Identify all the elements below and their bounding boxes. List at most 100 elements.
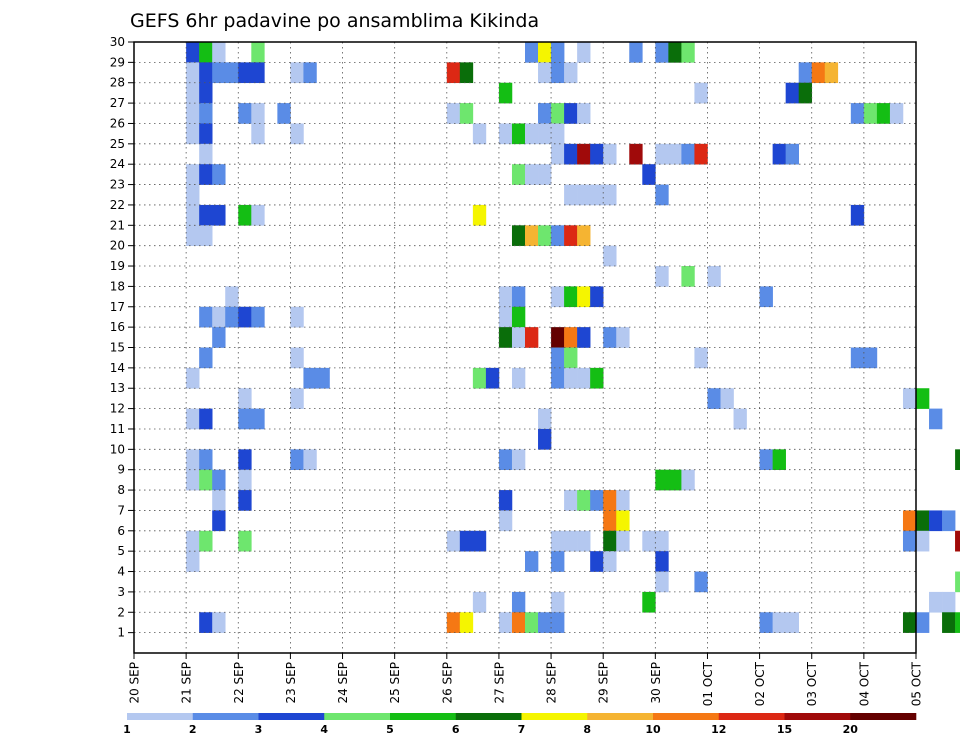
heatmap-cell <box>902 510 917 532</box>
heatmap-cell <box>655 266 669 287</box>
y-tick-label: 18 <box>110 279 125 293</box>
heatmap-cell <box>303 367 317 389</box>
y-tick-label: 7 <box>117 503 125 517</box>
heatmap-cell <box>538 42 552 63</box>
heatmap-cell <box>668 42 682 63</box>
heatmap-cell <box>668 469 682 491</box>
heatmap-cell <box>485 367 500 389</box>
heatmap-cell <box>472 123 487 145</box>
heatmap-cell <box>498 306 513 328</box>
heatmap-cell <box>759 286 773 308</box>
heatmap-cell <box>238 469 252 491</box>
heatmap-cell <box>538 164 552 185</box>
heatmap-cell <box>551 327 565 348</box>
y-tick-label: 13 <box>110 381 125 395</box>
colorbar-label: 20 <box>843 723 859 736</box>
heatmap-cell <box>902 530 917 552</box>
x-tick-label: 22 SEP <box>232 662 246 704</box>
heatmap-cell <box>525 164 539 185</box>
heatmap-cell <box>785 82 799 104</box>
heatmap-cell <box>538 225 552 246</box>
colorbar: 1 2 3 4 5 6 7 8 10 12 15 20 <box>123 713 917 736</box>
y-tick-label: 29 <box>110 55 125 69</box>
heatmap-cell <box>668 143 682 165</box>
heatmap-cell <box>577 42 591 63</box>
heatmap-cell <box>290 347 304 369</box>
colorbar-label: 10 <box>645 723 661 736</box>
heatmap-cell <box>603 245 617 267</box>
heatmap-cell <box>199 204 213 226</box>
heatmap-cell <box>290 123 304 145</box>
heatmap-cell <box>186 225 200 246</box>
heatmap-cell <box>511 591 526 613</box>
heatmap-cell <box>525 225 539 246</box>
heatmap-cell <box>824 62 839 84</box>
heatmap-cell <box>564 327 578 348</box>
heatmap-cell <box>472 367 487 389</box>
heatmap-cell <box>511 286 526 308</box>
heatmap-cell <box>603 510 617 532</box>
colorbar-swatch <box>718 713 785 720</box>
x-tick-label: 25 SEP <box>388 662 402 704</box>
heatmap-cell <box>772 143 786 165</box>
x-tick-label: 30 SEP <box>649 662 663 704</box>
y-tick-label: 12 <box>110 402 125 416</box>
heatmap-cell <box>785 612 799 633</box>
heatmap-cell <box>551 123 565 145</box>
heatmap-cell <box>785 143 799 165</box>
heatmap-cell <box>290 306 304 328</box>
heatmap-cell <box>603 143 617 165</box>
y-tick-label: 5 <box>117 544 125 558</box>
heatmap-cell <box>564 490 578 511</box>
x-tick-label: 23 SEP <box>284 662 298 704</box>
heatmap-cell <box>459 530 474 552</box>
heatmap-cell <box>538 123 552 145</box>
heatmap-cell <box>251 123 265 145</box>
x-tick-label: 29 SEP <box>597 662 611 704</box>
x-tick-label: 01 OCT <box>701 661 715 706</box>
heatmap-cell <box>798 62 813 84</box>
colorbar-swatch <box>653 713 720 720</box>
heatmap-cell <box>538 62 552 84</box>
y-tick-label: 1 <box>117 626 125 640</box>
heatmap-cell <box>459 103 474 124</box>
heatmap-cell <box>186 551 200 572</box>
y-tick-label: 24 <box>110 157 125 171</box>
heatmap-cell <box>290 449 304 470</box>
heatmap-cell <box>759 612 773 633</box>
heatmap-cell <box>916 388 930 409</box>
heatmap-cell <box>199 42 213 63</box>
heatmap-cell <box>902 388 917 409</box>
heatmap-cell <box>225 286 239 308</box>
colorbar-label: 8 <box>583 723 591 736</box>
heatmap-cell <box>603 490 617 511</box>
heatmap-cell <box>238 204 252 226</box>
y-tick-label: 9 <box>117 463 125 477</box>
heatmap-cell <box>525 327 539 348</box>
heatmap-cell <box>238 408 252 430</box>
y-tick-label: 4 <box>117 565 125 579</box>
y-tick-label: 10 <box>110 442 125 456</box>
heatmap-cell <box>238 103 252 124</box>
heatmap-cell <box>577 184 591 206</box>
heatmap-cell <box>603 530 617 552</box>
colorbar-swatch <box>521 713 588 720</box>
heatmap-cell <box>186 82 200 104</box>
heatmap-cell <box>498 490 513 511</box>
colorbar-label: 2 <box>189 723 197 736</box>
heatmap-cell <box>212 612 226 633</box>
x-tick-label: 26 SEP <box>440 662 454 704</box>
heatmap-cell <box>186 204 200 226</box>
colorbar-label: 6 <box>452 723 460 736</box>
heatmap-cell <box>186 103 200 124</box>
heatmap-cell <box>616 530 630 552</box>
heatmap-cell <box>472 591 487 613</box>
heatmap-cell <box>199 530 213 552</box>
heatmap-cell <box>199 225 213 246</box>
colorbar-swatch <box>390 713 457 720</box>
x-tick-label: 02 OCT <box>753 661 767 706</box>
heatmap-cell <box>564 62 578 84</box>
heatmap-cell <box>498 449 513 470</box>
heatmap-cell <box>681 143 695 165</box>
